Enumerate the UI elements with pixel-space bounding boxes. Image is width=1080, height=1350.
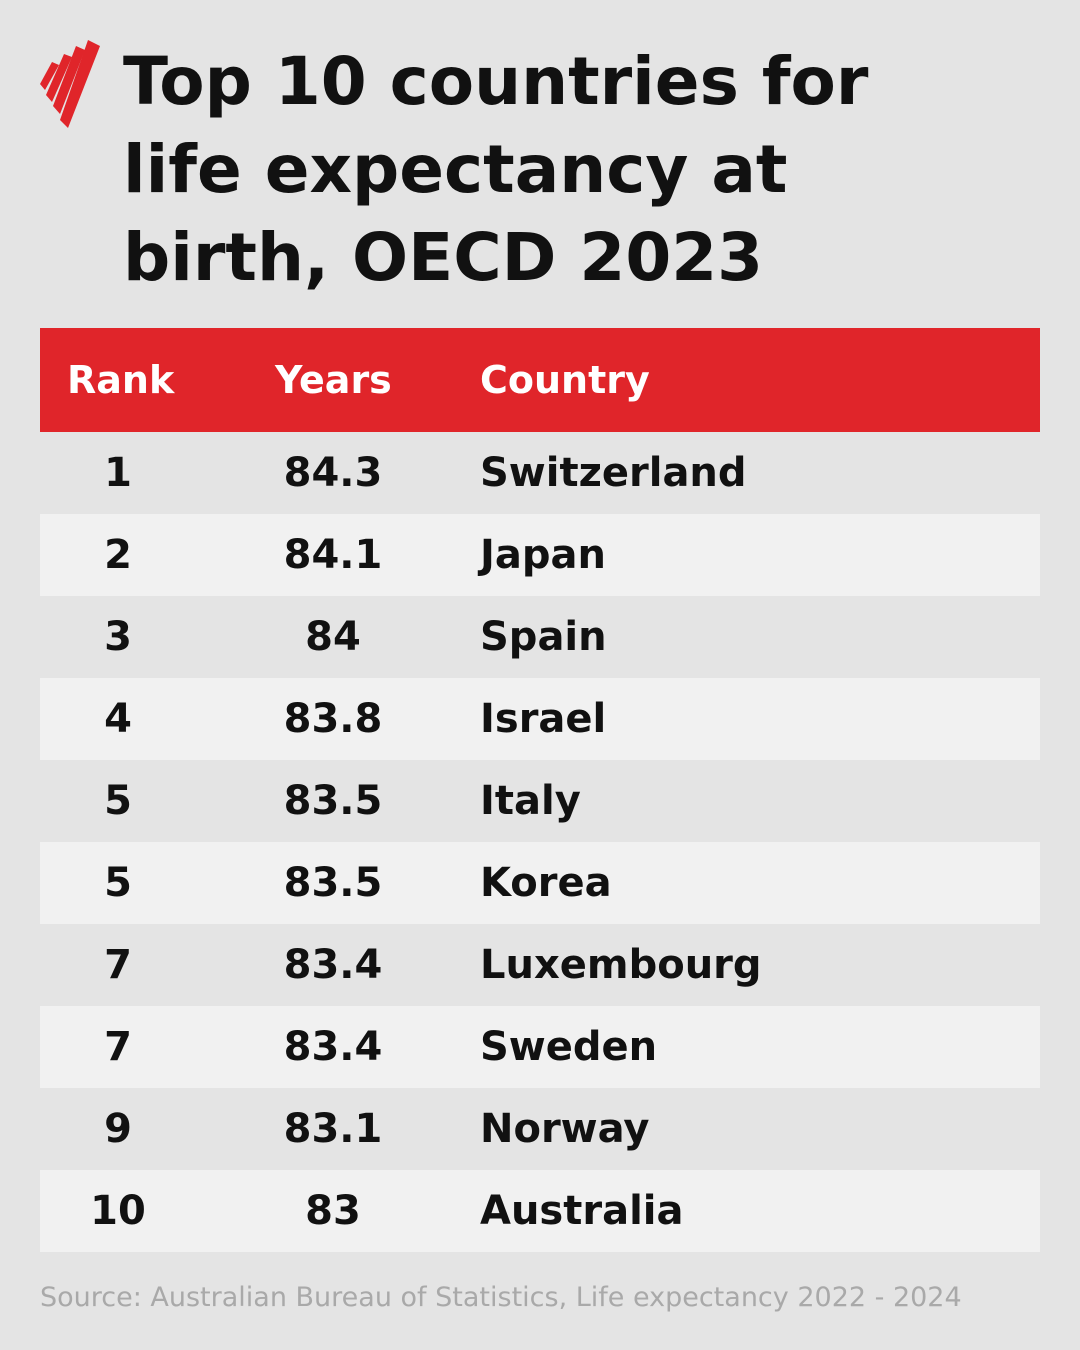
table-row: 2 84.1 Japan <box>40 514 1040 596</box>
years: 83.5 <box>283 778 383 824</box>
years: 83.8 <box>283 696 383 742</box>
rank: 4 <box>104 696 132 742</box>
rank: 3 <box>104 614 132 660</box>
table-row: 9 83.1 Norway <box>40 1088 1040 1170</box>
table-row: 5 83.5 Italy <box>40 760 1040 842</box>
country: Switzerland <box>480 450 747 496</box>
years: 83 <box>305 1188 361 1234</box>
title-line: birth, OECD 2023 <box>123 219 764 296</box>
years: 83.4 <box>283 942 383 988</box>
column-header: Years <box>275 358 392 402</box>
country: Sweden <box>480 1024 658 1070</box>
table-row: 3 84 Spain <box>40 596 1040 678</box>
source: Source: Australian Bureau of Statistics,… <box>40 1282 962 1313</box>
country: Luxembourg <box>480 942 762 988</box>
rank: 5 <box>104 778 132 824</box>
rank: 7 <box>104 942 132 988</box>
title-line: Top 10 countries for <box>123 43 869 120</box>
country: Israel <box>480 696 607 742</box>
title: Top 10 countries for life expectancy at bi… <box>123 38 868 302</box>
table-header: Rank Years Country <box>40 328 1040 432</box>
rank: 7 <box>104 1024 132 1070</box>
table-row: 5 83.5 Korea <box>40 842 1040 924</box>
column-header: Rank <box>67 358 175 402</box>
years: 84.3 <box>283 450 383 496</box>
years: 83.4 <box>283 1024 383 1070</box>
column-header: Country <box>480 358 650 402</box>
table-row: 4 83.8 Israel <box>40 678 1040 760</box>
table: Rank Years Country 1 84.3 Switzerland 2 84.1 Ja… <box>40 328 1040 1252</box>
rank: 2 <box>104 532 132 578</box>
logo <box>40 40 100 128</box>
years: 84.1 <box>283 532 383 578</box>
table-row: 1 84.3 Switzerland <box>40 432 1040 514</box>
country: Italy <box>480 778 581 824</box>
rank: 1 <box>104 450 132 496</box>
years: 84 <box>305 614 361 660</box>
years: 83.1 <box>283 1106 383 1152</box>
years: 83.5 <box>283 860 383 906</box>
country: Spain <box>480 614 607 660</box>
rank: 9 <box>104 1106 132 1152</box>
rank: 5 <box>104 860 132 906</box>
table-row: 7 83.4 Luxembourg <box>40 924 1040 1006</box>
table-row: 10 83 Australia <box>40 1170 1040 1252</box>
country: Japan <box>480 532 606 578</box>
country: Korea <box>480 860 612 906</box>
table-row: 7 83.4 Sweden <box>40 1006 1040 1088</box>
title-line: life expectancy at <box>123 131 788 208</box>
country: Australia <box>480 1188 684 1234</box>
rank: 10 <box>90 1188 146 1234</box>
country: Norway <box>480 1106 650 1152</box>
